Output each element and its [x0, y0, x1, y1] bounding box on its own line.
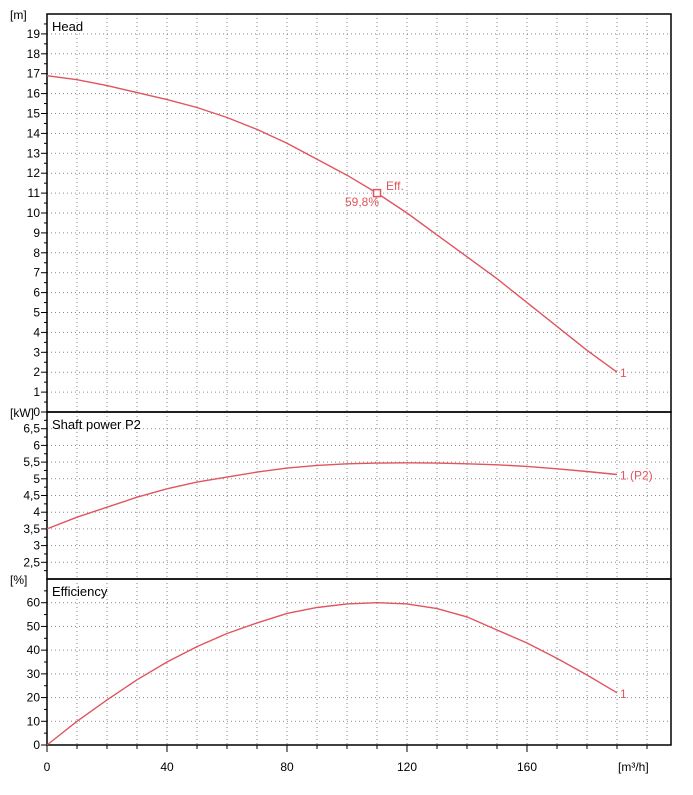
y-tick-label: 0 — [33, 405, 40, 419]
y-tick-label: 0 — [33, 738, 40, 752]
x-tick-label: 160 — [517, 760, 537, 774]
duty-point-marker — [372, 188, 382, 198]
y-unit-label: [%] — [10, 573, 27, 587]
x-tick-label: 0 — [44, 760, 51, 774]
y-tick-label: 4,5 — [23, 489, 40, 503]
y-tick-label: 3 — [33, 539, 40, 553]
y-tick-label: 20 — [27, 691, 41, 705]
x-axis: 0 40 80 120 160 [m³/h] — [44, 745, 649, 774]
y-tick-label: 7 — [33, 266, 40, 280]
y-unit-label: [m] — [10, 8, 27, 22]
y-tick-label: 6 — [33, 438, 40, 452]
x-gridlines — [76, 412, 648, 579]
series-line-1 — [46, 601, 618, 746]
y-gridlines — [47, 33, 671, 393]
y-tick-label: 2 — [33, 365, 40, 379]
series-label: 1 (P2) — [620, 468, 653, 482]
x-tick-label: 120 — [397, 760, 417, 774]
series-label: 1 — [620, 687, 627, 701]
panel-2: 2,5 3 3,5 4 4,5 5 5,5 6 6,5 Shaft power P2 [kW] 1 (… — [10, 406, 672, 580]
y-tick-label: 4 — [33, 505, 40, 519]
y-tick-label: 19 — [27, 27, 41, 41]
y-tick-label: 5 — [33, 472, 40, 486]
eff-value: 59,8% — [345, 195, 379, 209]
y-tick-label: 8 — [33, 246, 40, 260]
y-tick-label: 3,5 — [23, 522, 40, 536]
y-gridlines — [47, 602, 671, 722]
y-tick-label: 10 — [27, 714, 41, 728]
panel-title: Efficiency — [52, 584, 108, 599]
y-tick-label: 2,5 — [23, 555, 40, 569]
eff-label: Eff. — [386, 179, 404, 193]
panel-frame — [46, 578, 672, 746]
y-tick-label: 18 — [27, 47, 41, 61]
y-tick-label: 50 — [27, 619, 41, 633]
panel-3: 0 10 20 30 40 50 60 Efficiency [%] 1 — [10, 573, 672, 752]
y-tick-label: 1 — [33, 385, 40, 399]
panel-title: Head — [52, 19, 83, 34]
x-tick-label: 80 — [280, 760, 294, 774]
x-tick-label: 40 — [160, 760, 174, 774]
y-tick-label: 12 — [27, 166, 41, 180]
y-tick-label: 17 — [27, 67, 41, 81]
y-tick-label: 14 — [27, 126, 41, 140]
y-tick-label: 30 — [27, 667, 41, 681]
x-gridlines — [76, 14, 648, 412]
y-tick-label: 5 — [33, 306, 40, 320]
y-tick-label: 11 — [28, 186, 41, 200]
y-tick-label: 40 — [27, 643, 41, 657]
y-tick-label: 10 — [27, 206, 41, 220]
y-tick-label: 6,5 — [23, 422, 40, 436]
series-line-1 — [46, 75, 618, 373]
series-label: 1 — [620, 366, 627, 380]
panel-title: Shaft power P2 — [52, 417, 141, 432]
y-tick-label: 13 — [27, 146, 41, 160]
y-tick-label: 4 — [33, 325, 40, 339]
y-gridlines — [47, 428, 671, 563]
y-tick-label: 3 — [33, 345, 40, 359]
x-unit-label: [m³/h] — [618, 760, 649, 774]
y-tick-label: 9 — [33, 226, 40, 240]
y-tick-label: 15 — [27, 107, 41, 121]
series-line-1 — [46, 462, 618, 530]
y-tick-label: 60 — [27, 596, 41, 610]
y-tick-label: 6 — [33, 286, 40, 300]
y-tick-label: 5,5 — [23, 455, 40, 469]
y-tick-label: 16 — [27, 87, 41, 101]
y-unit-label: [kW] — [10, 406, 34, 420]
